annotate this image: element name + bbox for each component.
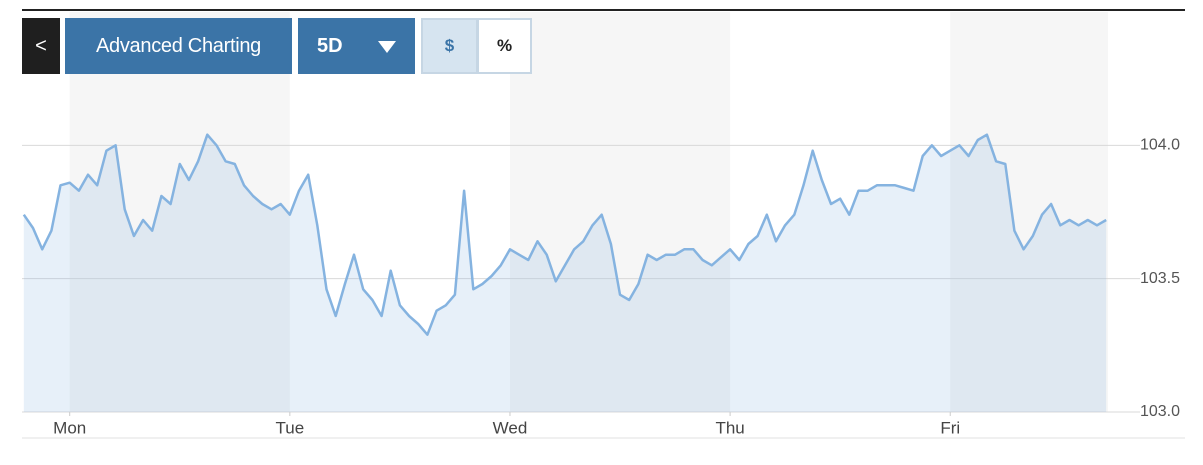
x-tick-label: Tue <box>275 418 304 437</box>
y-tick-label: 103.0 <box>1140 403 1180 420</box>
day-band <box>509 12 731 412</box>
y-tick-label: 104.0 <box>1140 137 1180 154</box>
currency-toggle[interactable]: $ <box>421 18 478 74</box>
day-band <box>950 12 1108 412</box>
advanced-charting-button[interactable]: Advanced Charting <box>65 18 292 74</box>
range-dropdown[interactable]: 5D <box>298 18 415 74</box>
day-band <box>69 12 290 412</box>
percent-toggle[interactable]: % <box>477 18 532 74</box>
x-tick-label: Mon <box>53 418 86 437</box>
x-tick-label: Thu <box>715 418 744 437</box>
dropdown-arrow <box>378 41 396 53</box>
x-tick-label: Wed <box>493 418 528 437</box>
range-label: 5D <box>317 34 343 57</box>
y-tick-label: 103.5 <box>1140 270 1180 287</box>
x-tick-label: Fri <box>940 418 960 437</box>
back-button[interactable]: < <box>22 18 60 74</box>
price-line <box>22 133 1107 336</box>
